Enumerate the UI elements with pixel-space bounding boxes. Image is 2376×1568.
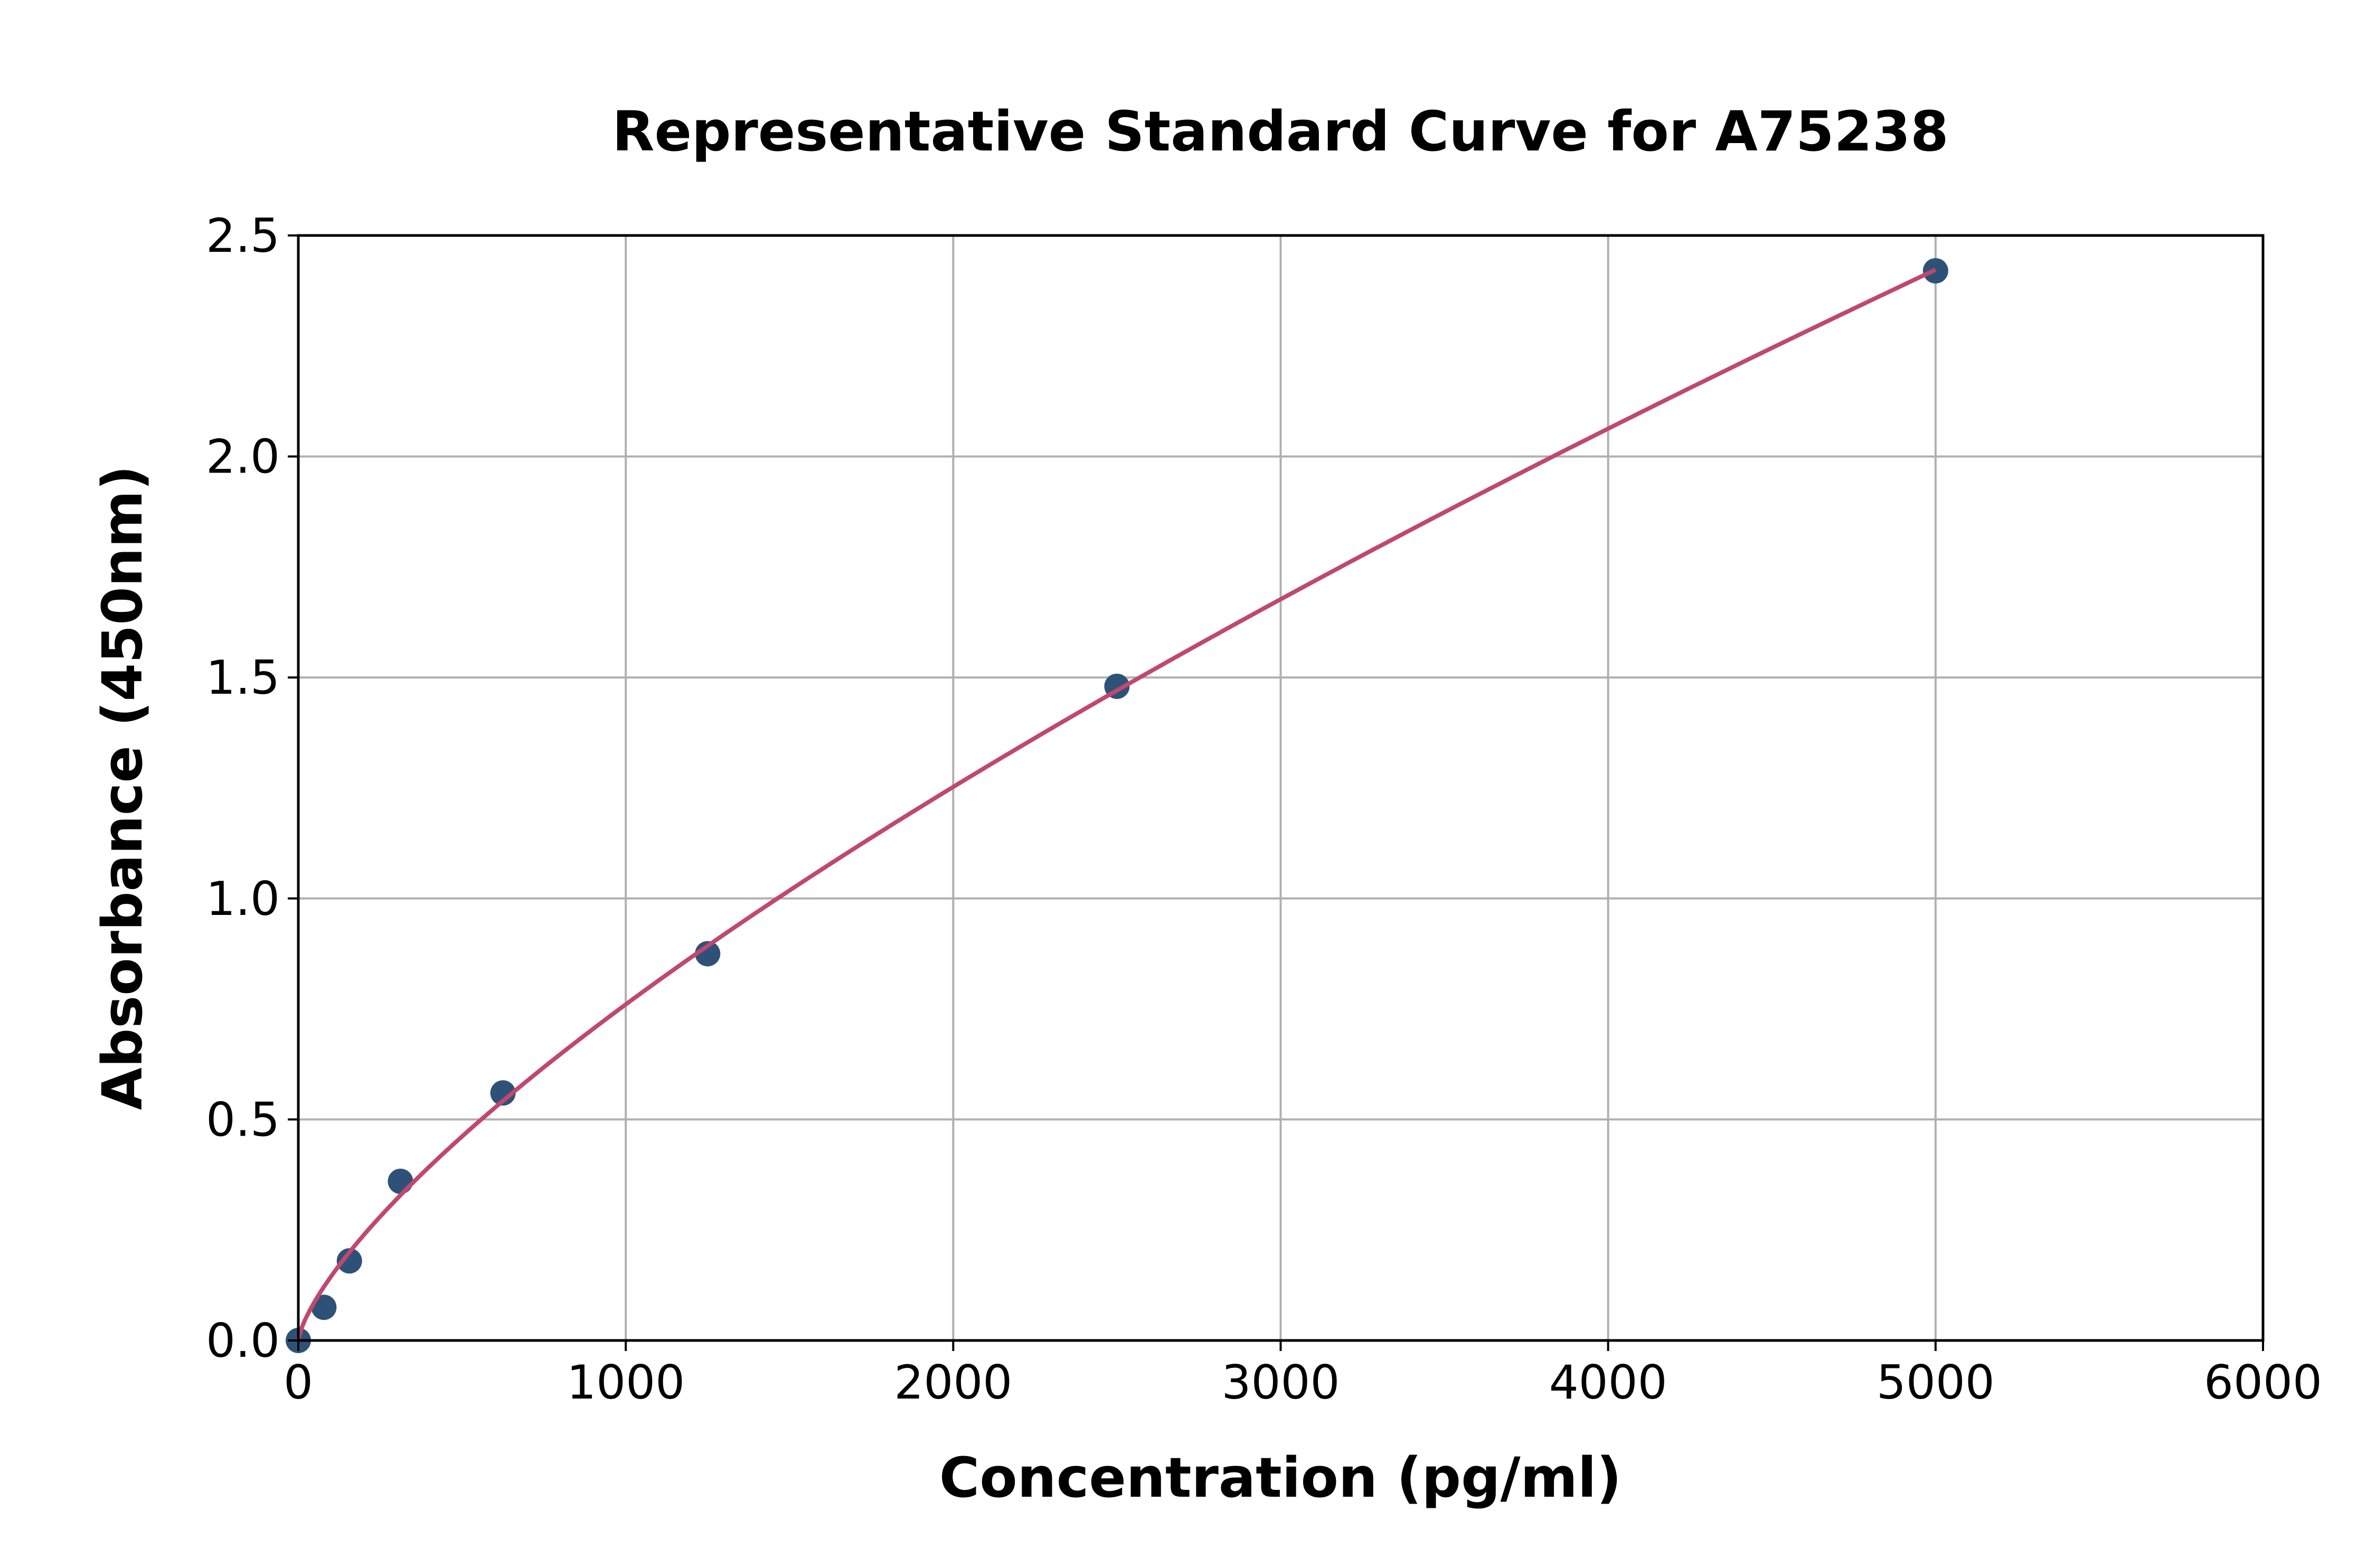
x-tick-label: 3000 bbox=[1222, 1355, 1340, 1410]
x-tick-label: 4000 bbox=[1549, 1355, 1667, 1410]
x-axis-ticks: 0 1000 2000 3000 4000 5000 6000 bbox=[284, 1340, 2322, 1410]
y-tick-label: 2.5 bbox=[206, 209, 280, 263]
data-point bbox=[388, 1168, 413, 1194]
y-tick-label: 0.5 bbox=[206, 1092, 280, 1147]
data-point bbox=[490, 1080, 516, 1106]
x-tick-label: 6000 bbox=[2204, 1355, 2322, 1410]
y-tick-label: 1.5 bbox=[206, 650, 280, 705]
y-axis-label: Absorbance (450nm) bbox=[90, 465, 155, 1110]
y-tick-label: 1.0 bbox=[206, 872, 280, 926]
data-points bbox=[286, 258, 1948, 1353]
y-tick-label: 2.0 bbox=[206, 430, 280, 484]
grid bbox=[297, 234, 2264, 1342]
data-point bbox=[336, 1248, 362, 1274]
x-tick-label: 2000 bbox=[894, 1355, 1012, 1410]
x-tick-label: 0 bbox=[284, 1355, 313, 1410]
y-tick-label: 0.0 bbox=[206, 1314, 280, 1368]
fit-curve-group bbox=[296, 268, 1937, 1341]
data-point bbox=[311, 1295, 337, 1320]
x-axis-label: Concentration (pg/ml) bbox=[939, 1446, 1621, 1510]
y-axis-ticks: 0.0 0.5 1.0 1.5 2.0 2.5 bbox=[206, 209, 298, 1368]
x-tick-label: 5000 bbox=[1877, 1355, 1995, 1410]
chart-title: Representative Standard Curve for A75238 bbox=[612, 99, 1948, 164]
data-point bbox=[695, 941, 721, 967]
x-tick-label: 1000 bbox=[567, 1355, 685, 1410]
fit-curve bbox=[296, 268, 1937, 1341]
